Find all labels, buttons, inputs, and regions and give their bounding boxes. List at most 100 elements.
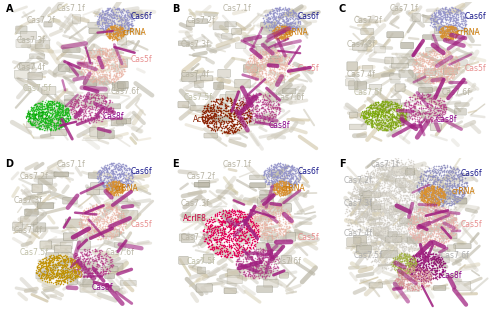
Point [82,103,90,108]
Point [242,120,250,125]
Point [414,261,422,266]
Point [378,113,386,118]
Point [290,10,298,15]
Point [98,165,106,170]
Point [368,233,376,238]
Point [439,244,447,249]
Point [245,249,253,254]
Point [218,249,226,254]
Point [424,179,432,184]
Point [449,29,457,34]
Point [220,208,228,213]
Point [103,179,111,184]
Point [245,267,253,272]
Point [98,203,106,208]
Point [253,211,261,216]
Point [428,203,436,208]
Point [230,129,237,134]
Point [98,75,106,80]
Point [429,169,437,174]
Point [262,225,270,230]
Point [288,215,296,220]
Point [404,238,412,243]
Point [59,269,67,274]
Point [430,226,438,231]
Point [46,126,54,131]
Point [383,123,391,128]
Point [282,172,290,177]
Point [452,171,460,176]
Point [102,166,110,171]
Point [29,107,37,112]
Point [250,262,258,267]
Point [122,17,130,22]
Point [386,212,394,217]
Point [252,77,260,82]
Point [268,21,276,26]
Point [236,227,244,232]
Point [278,74,286,79]
Point [276,207,284,211]
Point [277,23,285,28]
Point [364,114,372,119]
Point [362,118,370,123]
Point [266,16,274,21]
Point [354,188,362,193]
Point [276,180,284,185]
Point [364,225,372,230]
Point [436,63,444,68]
Point [400,257,408,262]
Point [418,214,426,219]
Point [435,214,443,219]
Point [102,165,110,170]
Point [98,269,106,274]
Point [382,99,390,104]
Point [362,115,370,120]
Point [114,26,122,30]
Point [394,112,402,117]
Point [408,160,416,165]
Point [254,239,262,244]
Point [396,201,404,206]
Text: Cas7.6f: Cas7.6f [110,87,139,96]
Point [264,100,272,104]
Point [236,118,244,123]
Point [99,271,107,276]
Point [111,34,119,39]
Point [88,60,96,65]
Point [205,117,213,122]
Point [277,184,285,189]
Point [276,28,284,33]
Point [280,24,288,29]
Point [414,225,422,230]
Point [108,53,116,58]
Point [66,275,74,280]
Point [399,285,407,290]
Point [436,256,444,261]
Point [118,213,126,218]
Point [414,280,422,285]
Point [402,198,410,203]
Point [364,205,372,210]
Point [117,21,125,26]
Point [39,115,47,120]
Point [206,224,214,229]
Point [432,187,440,192]
Point [415,227,423,232]
Point [244,58,252,63]
FancyBboxPatch shape [44,22,52,27]
Point [98,11,106,16]
Point [113,185,121,190]
Point [441,6,449,11]
Point [231,225,239,230]
Point [362,193,370,198]
Point [451,66,459,71]
Point [430,11,438,16]
Point [254,223,262,228]
Point [385,220,393,225]
Point [90,234,98,239]
Point [98,26,106,30]
Point [400,270,407,275]
Point [102,27,110,32]
Point [96,215,104,220]
